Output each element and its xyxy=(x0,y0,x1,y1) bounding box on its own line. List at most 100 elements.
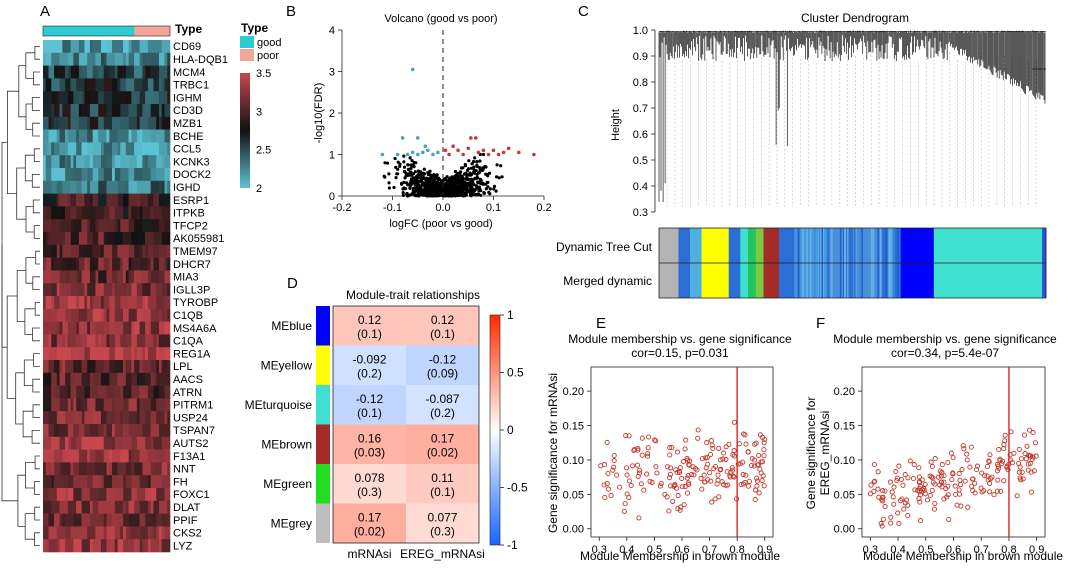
gene-label-PPIF: PPIF xyxy=(173,515,198,527)
heatmap-cell xyxy=(51,219,60,233)
heatmap-cell xyxy=(95,193,99,207)
heatmap-cell xyxy=(167,244,171,258)
heatmap-cell xyxy=(117,539,124,553)
heatmap-cell xyxy=(81,398,88,412)
heatmap-row-ESRP1 xyxy=(43,193,171,207)
heatmap-cell xyxy=(70,334,77,348)
heatmap-cell xyxy=(59,424,69,438)
scatter-point xyxy=(703,465,709,471)
heatmap-cell xyxy=(56,539,60,553)
heatmap-cell xyxy=(103,398,113,412)
module-trait-heatmap: MEblue 0.12(0.1)0.12(0.1)MEyellow -0.092(0… xyxy=(245,305,485,561)
heatmap-cell xyxy=(120,142,127,156)
heatmap-cell xyxy=(43,411,49,425)
scatter-point xyxy=(1027,453,1033,459)
heatmap-cell xyxy=(142,462,151,476)
volcano-point xyxy=(487,171,492,175)
heatmap-cell xyxy=(114,398,124,412)
scatter-point xyxy=(679,484,685,490)
heatmap-cell xyxy=(158,104,163,118)
heatmap-cell xyxy=(51,257,55,271)
heatmap-cell xyxy=(78,116,88,130)
heatmap-cell xyxy=(158,334,168,348)
gene-label-BCHE: BCHE xyxy=(173,131,204,143)
heatmap-cell xyxy=(139,206,143,220)
heatmap-cell xyxy=(161,360,168,374)
heatmap-cell xyxy=(114,219,118,233)
volcano-point xyxy=(416,185,420,189)
scatter-point xyxy=(757,466,763,472)
type-annotation-good xyxy=(43,26,135,36)
heatmap-cell xyxy=(87,449,91,463)
heatmap-row-ITPKB xyxy=(43,206,171,220)
module-band-merged xyxy=(755,263,764,298)
heatmap-cell xyxy=(158,116,163,130)
dendrogram-branch xyxy=(24,513,35,540)
gene-label-AK055981: AK055981 xyxy=(173,233,224,245)
volcano-point xyxy=(465,168,470,173)
heatmap-cell xyxy=(112,168,116,182)
heatmap-cell xyxy=(139,52,143,66)
scatter-point xyxy=(1023,456,1029,462)
volcano-point xyxy=(409,166,413,170)
heatmap-cell xyxy=(158,500,168,514)
heatmap-cell xyxy=(114,206,124,220)
scatter-point xyxy=(684,475,690,481)
heatmap-cell xyxy=(56,347,66,361)
heatmap-cell xyxy=(117,270,124,284)
heatmap-cell xyxy=(43,142,47,156)
volcano-point xyxy=(459,166,464,170)
scatter-point xyxy=(691,472,697,478)
dendrogram-title: Cluster Dendrogram xyxy=(801,11,909,25)
module-band-merged xyxy=(740,263,749,298)
heatmap-cell xyxy=(117,65,124,79)
heatmap-cell xyxy=(100,539,107,553)
heatmap-cell xyxy=(45,296,52,310)
heatmap-cell xyxy=(84,91,91,105)
heatmap-cell xyxy=(43,372,52,386)
heatmap-cell xyxy=(156,347,160,361)
heatmap-row-PPIF xyxy=(43,513,171,527)
heatmap-cell xyxy=(70,155,74,169)
volcano-point xyxy=(412,160,416,165)
heatmap-cell xyxy=(73,52,80,66)
heatmap-cell xyxy=(125,462,132,476)
heatmap-cell xyxy=(95,270,99,284)
scatter-y-tick-label: 0.10 xyxy=(563,455,584,467)
heatmap-colorbar-ticks: 3.532.52 xyxy=(256,68,271,195)
heatmap-cell xyxy=(56,488,66,502)
heatmap-cell xyxy=(128,244,135,258)
scatter-point xyxy=(950,471,956,477)
module-trait-cor: -0.12 xyxy=(356,392,384,406)
heatmap-cell xyxy=(153,193,160,207)
heatmap-cell xyxy=(87,142,93,156)
scatter-point xyxy=(740,459,746,465)
module-band-dynamic xyxy=(779,228,795,263)
heatmap-cell xyxy=(164,78,168,92)
heatmap-cell xyxy=(156,129,165,143)
heatmap-cell xyxy=(76,398,82,412)
heatmap-cell xyxy=(48,347,58,361)
heatmap-cell xyxy=(95,449,105,463)
scatter-point xyxy=(694,467,700,473)
heatmap-cell xyxy=(92,372,102,386)
scatter-point xyxy=(941,479,947,485)
scatter-f-ylabel-line1: Gene significance for xyxy=(804,397,818,510)
heatmap-cell xyxy=(59,116,69,130)
heatmap-cell xyxy=(156,244,160,258)
heatmap-cell xyxy=(145,398,151,412)
heatmap-cell xyxy=(92,155,102,169)
heatmap-cell xyxy=(59,52,69,66)
heatmap-row-DOCK2 xyxy=(43,168,171,182)
heatmap-cell xyxy=(136,308,143,322)
heatmap-cell xyxy=(67,296,77,310)
dendrogram-branch xyxy=(35,250,40,265)
heatmap-cell xyxy=(136,372,140,386)
module-band-dynamic xyxy=(701,228,730,263)
heatmap-cell xyxy=(131,475,140,489)
scatter-point xyxy=(748,462,755,469)
scatter-point xyxy=(967,464,973,470)
heatmap-cell xyxy=(43,539,47,553)
heatmap-cell xyxy=(67,193,71,207)
volcano-point-down xyxy=(421,150,425,155)
